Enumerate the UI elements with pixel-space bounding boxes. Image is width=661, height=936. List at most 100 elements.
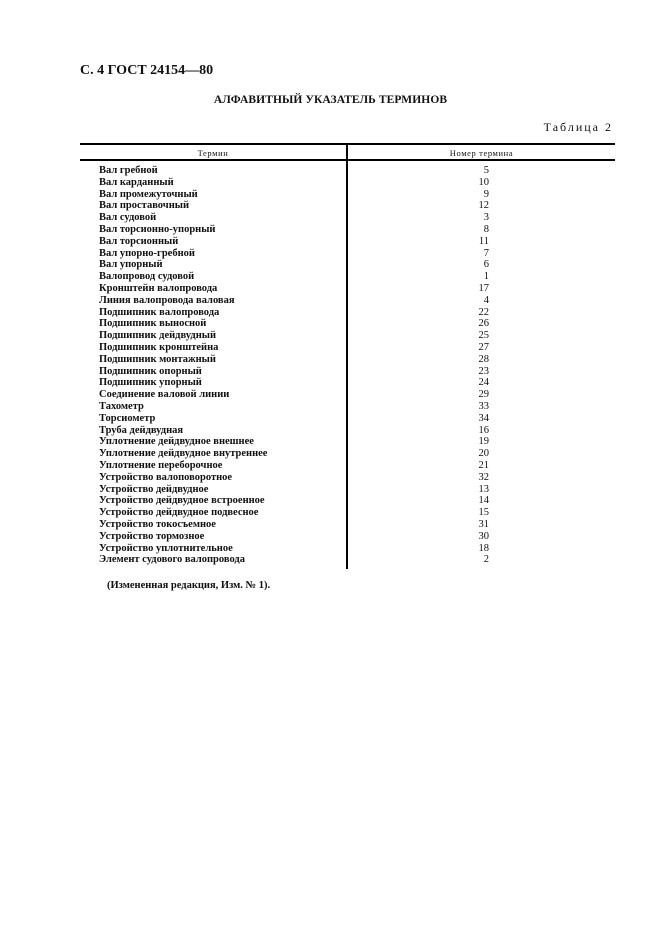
term-cell: Устройство дейдвудное подвесное xyxy=(99,507,259,519)
term-number-cell: 33 xyxy=(478,400,490,412)
table-row: Соединение валовой линии 29 xyxy=(99,389,489,401)
term-cell: Вал торсионно-упорный xyxy=(99,223,216,235)
table-row: Устройство дейдвудное встроенное 14 xyxy=(99,495,489,507)
term-cell: Вал промежуточный xyxy=(99,188,198,200)
term-cell: Устройство дейдвудное встроенное xyxy=(99,495,265,507)
term-cell: Устройство валоповоротное xyxy=(99,471,233,483)
term-number-cell: 28 xyxy=(478,353,490,365)
term-cell: Уплотнение переборочное xyxy=(99,459,223,471)
term-number-cell: 3 xyxy=(483,212,489,224)
term-cell: Вал проставочный xyxy=(99,200,189,212)
table-row: Вал упорный 6 xyxy=(99,259,489,271)
term-number-cell: 34 xyxy=(478,412,490,424)
term-number-cell: 23 xyxy=(478,365,490,377)
table-row: Вал судовой 3 xyxy=(99,212,489,224)
term-number-cell: 11 xyxy=(478,235,489,247)
term-number-cell: 2 xyxy=(483,554,489,566)
term-number-cell: 6 xyxy=(483,259,489,271)
term-number-cell: 9 xyxy=(483,188,489,200)
term-number-cell: 25 xyxy=(478,330,490,342)
term-cell: Подшипник опорный xyxy=(99,365,202,377)
term-cell: Линия валопровода валовая xyxy=(99,294,235,306)
table-row: Устройство валоповоротное 32 xyxy=(99,472,489,484)
table-row: Вал карданный 10 xyxy=(99,177,489,189)
table-row: Подшипник валопровода 22 xyxy=(99,307,489,319)
term-number-cell: 7 xyxy=(483,247,489,259)
term-cell: Подшипник монтажный xyxy=(99,353,216,365)
table-row: Валопровод судовой 1 xyxy=(99,271,489,283)
term-number-cell: 10 xyxy=(478,176,490,188)
term-cell: Устройство уплотнительное xyxy=(99,542,233,554)
table-row: Подшипник выносной 26 xyxy=(99,318,489,330)
term-number-cell: 19 xyxy=(478,436,490,448)
term-cell: Валопровод судовой xyxy=(99,271,195,283)
term-cell: Подшипник выносной xyxy=(99,318,207,330)
table-row: Вал торсионно-упорный 8 xyxy=(99,224,489,236)
term-cell: Вал судовой xyxy=(99,212,157,224)
column-header-term: Термин xyxy=(197,148,229,158)
table-row: Вал проставочный 12 xyxy=(99,200,489,212)
column-divider xyxy=(346,144,348,569)
table-row: Вал упорно-гребной 7 xyxy=(99,248,489,260)
page-header: С. 4 ГОСТ 24154—80 xyxy=(80,63,214,78)
term-cell: Вал торсионный xyxy=(99,235,179,247)
table-row: Подшипник монтажный 28 xyxy=(99,354,489,366)
table-row: Устройство тормозное 30 xyxy=(99,531,489,543)
term-cell: Труба дейдвудная xyxy=(99,424,184,436)
table-row: Устройство дейдвудное 13 xyxy=(99,484,489,496)
term-number-cell: 20 xyxy=(478,448,490,460)
term-cell: Подшипник упорный xyxy=(99,377,202,389)
term-number-cell: 12 xyxy=(478,200,490,212)
term-number-cell: 24 xyxy=(478,377,490,389)
term-number-cell: 30 xyxy=(478,530,490,542)
table-row: Линия валопровода валовая 4 xyxy=(99,295,489,307)
page-title: АЛФАВИТНЫЙ УКАЗАТЕЛЬ ТЕРМИНОВ xyxy=(213,94,448,106)
table-row: Уплотнение дейдвудное внутреннее 20 xyxy=(99,448,489,460)
table-row: Устройство уплотнительное 18 xyxy=(99,543,489,555)
table-label: Таблица 2 xyxy=(543,120,613,134)
term-number-cell: 15 xyxy=(478,507,490,519)
table-row: Подшипник упорный 24 xyxy=(99,377,489,389)
term-number-cell: 17 xyxy=(478,282,490,294)
table-row: Тахометр 33 xyxy=(99,401,489,413)
term-number-cell: 21 xyxy=(478,459,490,471)
term-number-cell: 1 xyxy=(483,271,489,283)
term-cell: Вал гребной xyxy=(99,165,158,176)
term-cell: Тахометр xyxy=(99,400,144,412)
table-row: Труба дейдвудная 16 xyxy=(99,425,489,437)
term-cell: Подшипник валопровода xyxy=(99,306,220,318)
term-cell: Подшипник кронштейна xyxy=(99,341,219,353)
table-row: Элемент судового валопровода 2 xyxy=(99,554,489,566)
revision-note: (Измененная редакция, Изм. № 1). xyxy=(107,580,271,591)
table-row: Устройство токосъемное 31 xyxy=(99,519,489,531)
term-cell: Кронштейн валопровода xyxy=(99,282,218,294)
term-number-cell: 31 xyxy=(478,518,490,530)
term-number-cell: 18 xyxy=(478,542,490,554)
term-cell: Устройство токосъемное xyxy=(99,518,216,530)
term-cell: Устройство дейдвудное xyxy=(99,483,209,495)
table-row: Кронштейн валопровода 17 xyxy=(99,283,489,295)
term-cell: Вал упорный xyxy=(99,259,163,271)
term-cell: Уплотнение дейдвудное внешнее xyxy=(99,436,254,448)
term-number-cell: 14 xyxy=(478,495,490,507)
term-number-cell: 16 xyxy=(478,424,490,436)
table-row: Подшипник дейдвудный 25 xyxy=(99,330,489,342)
term-number-cell: 4 xyxy=(483,294,489,306)
column-header-number: Номер термина xyxy=(449,148,514,158)
term-number-cell: 27 xyxy=(478,341,490,353)
term-number-cell: 13 xyxy=(478,483,490,495)
term-cell: Соединение валовой линии xyxy=(99,389,230,401)
term-number-cell: 26 xyxy=(478,318,490,330)
table-row: Устройство дейдвудное подвесное 15 xyxy=(99,507,489,519)
term-number-cell: 8 xyxy=(483,223,489,235)
term-number-cell: 32 xyxy=(478,471,490,483)
term-number-cell: 5 xyxy=(483,165,489,176)
table-row: Подшипник опорный 23 xyxy=(99,366,489,378)
table-row: Подшипник кронштейна 27 xyxy=(99,342,489,354)
term-number-cell: 29 xyxy=(478,389,490,401)
term-cell: Устройство тормозное xyxy=(99,530,205,542)
table-row: Вал промежуточный 9 xyxy=(99,189,489,201)
table-row: Уплотнение дейдвудное внешнее 19 xyxy=(99,436,489,448)
term-cell: Подшипник дейдвудный xyxy=(99,330,217,342)
